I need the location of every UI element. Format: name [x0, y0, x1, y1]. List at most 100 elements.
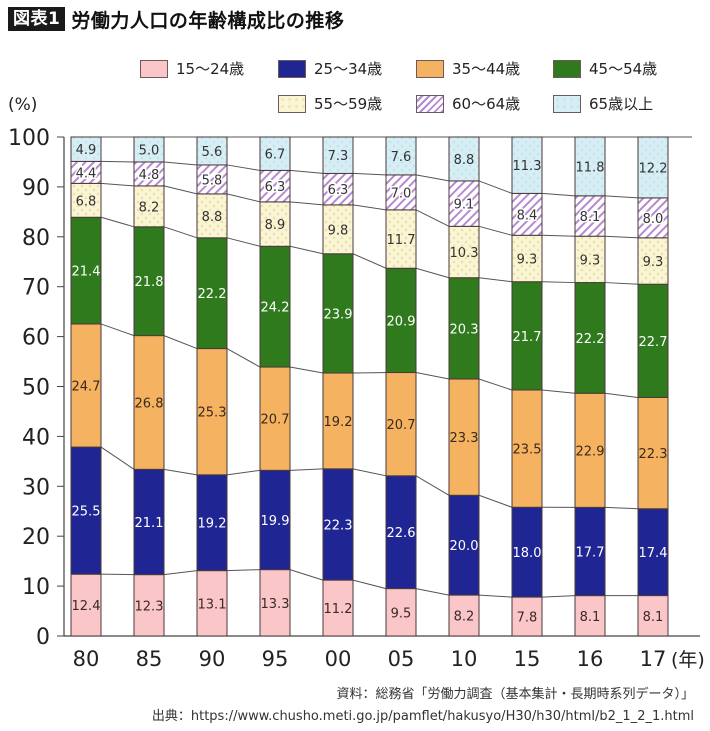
legend-label: 45〜54歳 — [589, 60, 658, 78]
data-label: 23.9 — [324, 307, 353, 322]
x-tick-label: 05 — [388, 647, 415, 671]
connector-line — [352, 579, 387, 590]
data-label: 26.8 — [135, 396, 164, 411]
bar-segment — [511, 596, 543, 637]
bar-segment — [133, 335, 165, 470]
bar-segment — [70, 446, 102, 575]
data-label: 20.3 — [450, 322, 479, 337]
data-label: 4.9 — [76, 143, 97, 158]
data-label: 21.7 — [513, 330, 542, 345]
y-tick-label: 50 — [22, 376, 50, 401]
connector-line — [226, 193, 261, 203]
connector-line — [352, 253, 387, 269]
connector-line — [163, 570, 198, 576]
x-tick-label: 15 — [514, 647, 541, 671]
connector-lines — [100, 160, 639, 598]
data-label: 13.3 — [261, 597, 290, 612]
y-tick-label: 10 — [22, 575, 50, 600]
data-label: 8.8 — [454, 153, 475, 168]
bar-segment — [637, 396, 669, 510]
data-label: 22.6 — [387, 526, 416, 541]
data-label: 11.2 — [324, 602, 353, 617]
connector-line — [415, 174, 450, 182]
connector-line — [415, 588, 450, 596]
bar-segment — [259, 136, 291, 171]
data-label: 7.8 — [517, 611, 538, 626]
data-label: 17.7 — [576, 546, 605, 561]
bar-segment — [322, 468, 354, 581]
bar-segment — [196, 193, 228, 239]
bar-segment — [133, 136, 165, 163]
legend-swatch — [416, 94, 444, 113]
bar-segment — [322, 372, 354, 470]
figure-header: 図表1 労働力人口の年齢構成比の推移 — [8, 6, 344, 32]
citation-note: 出典：https://www.chusho.meti.go.jp/pamflet… — [151, 709, 694, 724]
bars — [70, 136, 669, 637]
connector-line — [289, 468, 324, 471]
bar-segment — [70, 136, 102, 162]
bar-segment — [448, 225, 480, 279]
bar-segment — [322, 172, 354, 206]
data-label: 8.1 — [643, 610, 664, 625]
x-tick-label: 90 — [199, 647, 226, 671]
y-tick-label: 0 — [36, 625, 50, 650]
connector-line — [415, 267, 450, 279]
connector-line — [100, 446, 135, 470]
bar-segment — [511, 136, 543, 194]
bar-segment — [322, 579, 354, 637]
data-label: 22.2 — [198, 287, 227, 302]
legend-label: 60〜64歳 — [452, 95, 521, 113]
bar-segment — [637, 595, 669, 637]
x-tick-label: 95 — [262, 647, 289, 671]
data-label: 12.4 — [72, 599, 101, 614]
x-tick-label: 80 — [73, 647, 100, 671]
connector-line — [478, 378, 513, 391]
data-label: 25.3 — [198, 406, 227, 421]
legend-item: 15〜24歳 — [140, 58, 244, 79]
figure-title: 労働力人口の年齢構成比の推移 — [71, 9, 345, 32]
bar-segment — [70, 573, 102, 637]
legend-swatch — [278, 59, 306, 78]
connector-line — [604, 235, 639, 239]
data-label: 9.3 — [643, 255, 664, 270]
legend-swatch — [278, 94, 306, 113]
data-label: 10.3 — [450, 246, 479, 261]
connector-line — [100, 323, 135, 337]
data-label: 6.3 — [328, 183, 349, 198]
bar-segment — [196, 237, 228, 350]
figure-badge: 図表1 — [8, 7, 66, 31]
connector-line — [352, 204, 387, 211]
connector-line — [163, 185, 198, 195]
connector-line — [478, 180, 513, 194]
data-label: 22.2 — [576, 332, 605, 347]
bar-segment — [196, 136, 228, 166]
data-label: 4.8 — [139, 168, 160, 183]
bar-segment — [196, 348, 228, 476]
connector-line — [415, 372, 450, 380]
connector-line — [163, 468, 198, 476]
data-label: 19.9 — [261, 514, 290, 529]
connector-line — [100, 182, 135, 187]
bar-segment — [259, 201, 291, 247]
bar-segment — [385, 372, 417, 477]
source-note: 資料：総務省「労働力調査（基本集計・長期時系列データ）」 — [336, 687, 694, 702]
data-label: 12.3 — [135, 599, 164, 614]
data-label: 5.8 — [202, 173, 223, 188]
legend-item: 60〜64歳 — [416, 93, 520, 114]
bar-segment — [385, 136, 417, 176]
y-tick-label: 70 — [22, 276, 50, 301]
bar-segment — [574, 235, 606, 284]
connector-line — [478, 277, 513, 283]
data-label: 8.9 — [265, 218, 286, 233]
data-label: 8.8 — [202, 210, 223, 225]
bar-segment — [133, 226, 165, 337]
connector-line — [478, 494, 513, 508]
legend-label: 55〜59歳 — [314, 95, 383, 113]
connector-line — [415, 209, 450, 227]
legend-swatch — [553, 59, 581, 78]
bar-segment — [511, 281, 543, 391]
connector-line — [352, 172, 387, 176]
data-label: 8.2 — [139, 200, 160, 215]
connector-line — [100, 160, 135, 163]
connector-line — [478, 594, 513, 598]
